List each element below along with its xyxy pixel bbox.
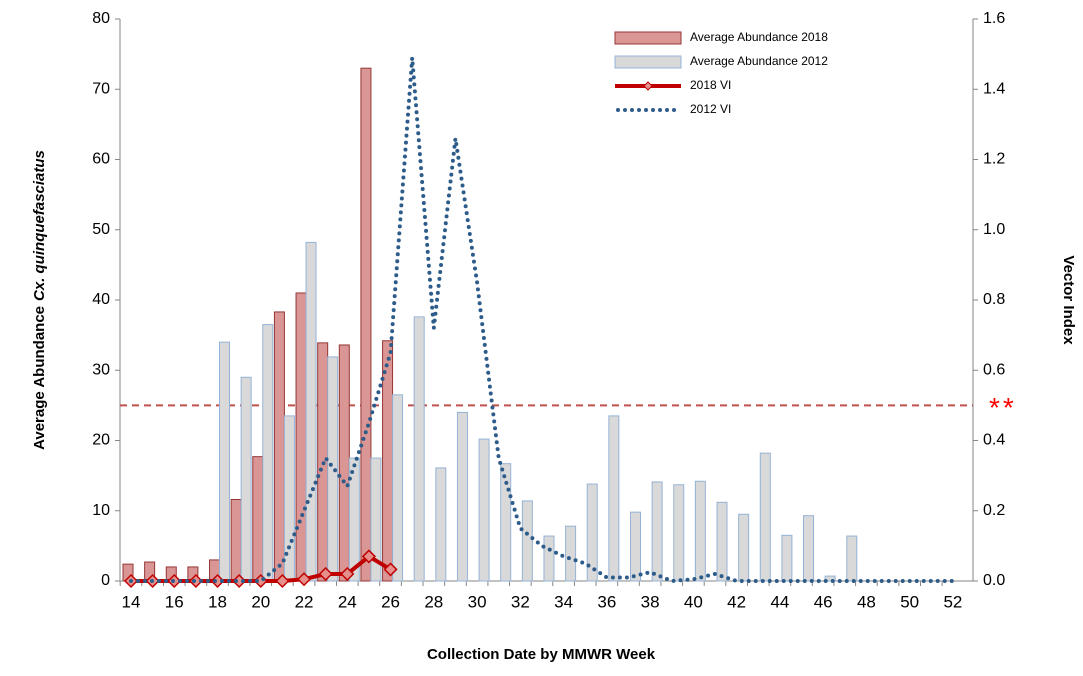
- legend-swatch: [614, 31, 682, 45]
- x-tick-label: 24: [338, 592, 357, 611]
- y-tick-label: 10: [92, 502, 110, 519]
- bar: [338, 344, 350, 582]
- y-tick-label: 20: [92, 432, 110, 449]
- bar: [673, 484, 685, 582]
- y2-axis-title: Vector Index: [1060, 255, 1077, 345]
- bar: [456, 411, 468, 582]
- bar: [370, 457, 382, 582]
- legend-label: Average Abundance 2018: [690, 30, 828, 44]
- bar: [738, 513, 750, 582]
- y-tick-label: 80: [92, 10, 110, 27]
- dotted-line: [129, 57, 955, 584]
- bar: [716, 501, 728, 582]
- bar: [629, 511, 641, 582]
- bar: [240, 376, 252, 582]
- line-marker: [318, 566, 333, 582]
- bar: [382, 340, 394, 582]
- bar: [651, 481, 663, 582]
- x-tick-label: 46: [814, 592, 833, 611]
- x-tick-label: 16: [165, 592, 184, 611]
- legend-marker: [643, 81, 653, 91]
- x-axis-title: Collection Date by MMWR Week: [427, 646, 656, 663]
- y-tick-label: 0: [101, 572, 110, 589]
- legend-label: Average Abundance 2012: [690, 54, 828, 68]
- line-marker: [296, 572, 312, 587]
- x-tick-label: 22: [295, 592, 314, 611]
- x-tick-label: 28: [424, 592, 443, 611]
- y2-tick-label: 0.8: [983, 291, 1005, 308]
- line-marker: [340, 566, 355, 582]
- y2-tick-label: 1.2: [983, 151, 1005, 168]
- bar: [846, 535, 858, 582]
- bar: [694, 480, 706, 582]
- bar: [230, 499, 242, 582]
- y2-tick-label: 0.0: [983, 572, 1005, 589]
- bar: [586, 483, 598, 582]
- x-tick-label: 26: [381, 592, 400, 611]
- threshold-label: **: [989, 392, 1017, 423]
- bar: [565, 525, 577, 582]
- x-tick-label: 36: [597, 592, 616, 611]
- bar: [283, 415, 295, 582]
- bar: [608, 415, 620, 582]
- legend-swatch: [614, 55, 682, 69]
- bar: [273, 311, 285, 582]
- bar: [219, 341, 231, 582]
- x-tick-label: 34: [554, 592, 573, 611]
- bar: [759, 452, 771, 582]
- x-tick-label: 52: [943, 592, 962, 611]
- x-tick-label: 50: [900, 592, 919, 611]
- line-marker: [275, 573, 290, 589]
- legend-label: 2012 VI: [690, 102, 731, 116]
- y2-tick-label: 0.2: [983, 502, 1005, 519]
- legend-label: 2018 VI: [690, 78, 731, 92]
- y2-tick-label: 1.0: [983, 221, 1005, 238]
- bar: [360, 67, 372, 582]
- x-tick-label: 38: [641, 592, 660, 611]
- bar: [521, 500, 533, 582]
- bar: [392, 394, 404, 582]
- y-axis-title-main: Average Abundance: [31, 306, 48, 450]
- line-marker: [361, 549, 376, 564]
- y2-tick-label: 1.4: [983, 80, 1005, 97]
- y2-tick-label: 1.6: [983, 10, 1005, 27]
- x-tick-label: 48: [857, 592, 876, 611]
- x-tick-label: 30: [468, 592, 487, 611]
- bar: [413, 316, 425, 582]
- bar: [500, 463, 512, 582]
- bar: [262, 324, 274, 582]
- line-marker: [383, 562, 398, 577]
- y-tick-label: 40: [92, 291, 110, 308]
- bar: [348, 457, 360, 582]
- y-tick-label: 70: [92, 80, 110, 97]
- bar: [543, 535, 555, 582]
- y-axis-title-species: Cx. quinquefasciatus: [31, 150, 48, 301]
- bar: [781, 534, 793, 582]
- y-axis-title: Average Abundance Cx. quinquefasciatus: [31, 150, 48, 450]
- bar: [824, 575, 836, 582]
- y-tick-label: 50: [92, 221, 110, 238]
- x-tick-label: 44: [770, 592, 789, 611]
- y2-tick-label: 0.6: [983, 361, 1005, 378]
- line-marker: [210, 573, 225, 589]
- x-tick-label: 42: [727, 592, 746, 611]
- bar: [305, 241, 317, 582]
- bar: [435, 467, 447, 582]
- bar: [478, 438, 490, 582]
- bar: [327, 356, 339, 582]
- x-tick-label: 20: [251, 592, 270, 611]
- x-tick-label: 18: [208, 592, 227, 611]
- y-tick-label: 60: [92, 151, 110, 168]
- x-tick-label: 40: [684, 592, 703, 611]
- bar: [803, 515, 815, 582]
- bar: [252, 456, 264, 582]
- bar: [295, 292, 307, 582]
- line-marker: [232, 573, 247, 589]
- x-tick-label: 14: [122, 592, 141, 611]
- y-tick-label: 30: [92, 361, 110, 378]
- x-tick-label: 32: [511, 592, 530, 611]
- y2-tick-label: 0.4: [983, 432, 1005, 449]
